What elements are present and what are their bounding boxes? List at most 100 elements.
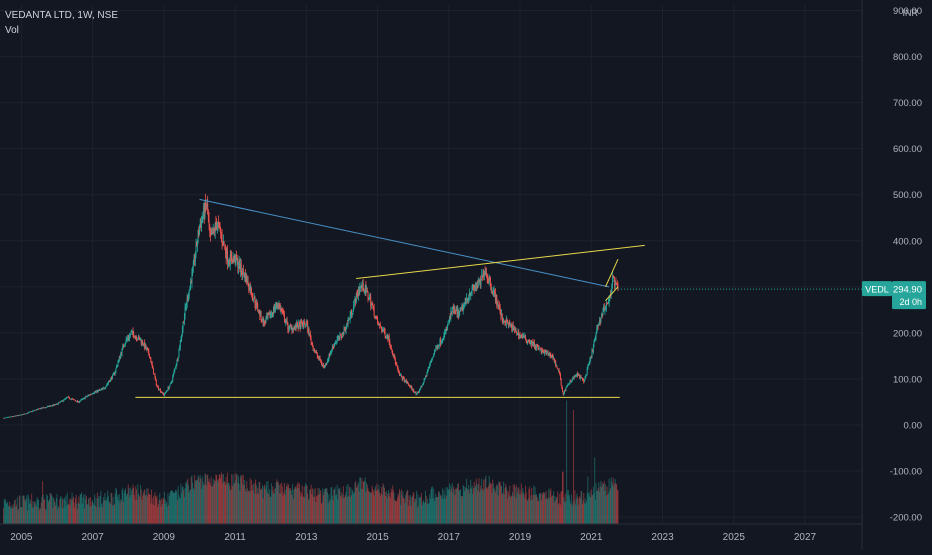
volume-bar (478, 477, 480, 524)
volume-bar (326, 488, 328, 524)
volume-bar (569, 500, 571, 524)
candle-body (571, 379, 573, 382)
volume-bar (337, 499, 339, 524)
candle-body (523, 335, 524, 338)
candle-body (295, 324, 297, 329)
volume-bar (386, 497, 388, 524)
candle-body (292, 327, 294, 330)
candle-body (583, 379, 585, 383)
candle-body (125, 342, 126, 345)
candle-body (560, 373, 561, 379)
candle-body (64, 398, 66, 400)
volume-bar (75, 495, 77, 524)
candle-body (553, 357, 555, 363)
volume-bar (218, 478, 220, 524)
volume-bar (275, 482, 277, 524)
candle-body (371, 303, 373, 305)
volume-bar (609, 490, 611, 524)
candle-body (419, 389, 421, 391)
volume-bar (616, 489, 618, 524)
candle-body (7, 417, 9, 418)
volume-bar (250, 490, 252, 524)
ticker-label: VEDL (865, 285, 889, 295)
volume-bar (113, 505, 115, 524)
volume-bar (282, 495, 284, 524)
candle-body (89, 394, 91, 396)
volume-bar (389, 492, 391, 524)
candle-body (343, 327, 345, 335)
candle-body (162, 392, 163, 394)
candle-body (175, 367, 176, 369)
candle-body (301, 322, 303, 324)
candle-body (580, 376, 582, 378)
volume-bar (209, 482, 211, 524)
candle-body (131, 331, 133, 333)
volume-bar (245, 491, 247, 524)
price-tag-box (892, 281, 926, 310)
candle-body (36, 409, 38, 411)
volume-bar (507, 491, 509, 524)
candle-body (521, 335, 523, 338)
volume-bar (238, 476, 240, 524)
volume-bar (242, 484, 244, 524)
candle-body (591, 350, 593, 358)
candle-body (55, 404, 57, 405)
candle-body (429, 362, 431, 365)
candle-body (30, 411, 32, 413)
volume-bar (50, 493, 52, 524)
candle-body (596, 328, 598, 333)
volume-bar (397, 493, 399, 524)
volume-bar (96, 507, 98, 524)
volume-bar (538, 493, 540, 524)
volume-bar (19, 495, 21, 524)
volume-bar (518, 494, 520, 524)
volume-bar (534, 487, 536, 524)
candle-body (357, 293, 359, 297)
volume-bar (242, 475, 244, 524)
candle-body (293, 326, 295, 330)
symbol-title[interactable]: VEDANTA LTD, 1W, NSE (5, 10, 118, 21)
volume-bar (366, 484, 368, 524)
volume-bar (63, 508, 65, 524)
candle-body (605, 302, 607, 309)
volume-bar (161, 504, 163, 524)
volume-bar (200, 478, 202, 524)
volume-bar (276, 479, 278, 524)
candle-body (200, 224, 202, 228)
candle-body (378, 324, 380, 326)
volume-bar (182, 486, 184, 524)
candle-body (103, 388, 105, 389)
candle-body (405, 380, 407, 382)
volume-bar (401, 489, 403, 524)
volume-bar (552, 495, 554, 524)
candle-body (62, 400, 63, 402)
volume-bar (490, 484, 492, 524)
candle-body (279, 306, 281, 311)
volume-bar (198, 482, 200, 524)
volume-bar (520, 483, 522, 524)
volume-bar (477, 484, 479, 524)
candle-body (256, 302, 258, 304)
volume-bar (138, 493, 140, 524)
candle-body (337, 337, 339, 340)
volume-bar (198, 477, 200, 524)
volume-bar (474, 487, 476, 524)
candle-body (406, 382, 408, 384)
volume-indicator-label[interactable]: Vol (5, 25, 19, 36)
volume-bar (71, 492, 73, 524)
volume-bar (157, 504, 159, 524)
candle-body (70, 399, 72, 400)
candle-body (144, 342, 146, 349)
candle-body (490, 280, 492, 287)
candle-body (22, 414, 24, 415)
candle-body (40, 408, 42, 410)
volume-bar (188, 485, 190, 524)
volume-bar (313, 489, 315, 524)
candle-body (236, 254, 237, 261)
volume-bar (549, 498, 551, 524)
candle-body (203, 206, 205, 216)
candle-body (20, 414, 22, 416)
candle-body (562, 387, 563, 392)
